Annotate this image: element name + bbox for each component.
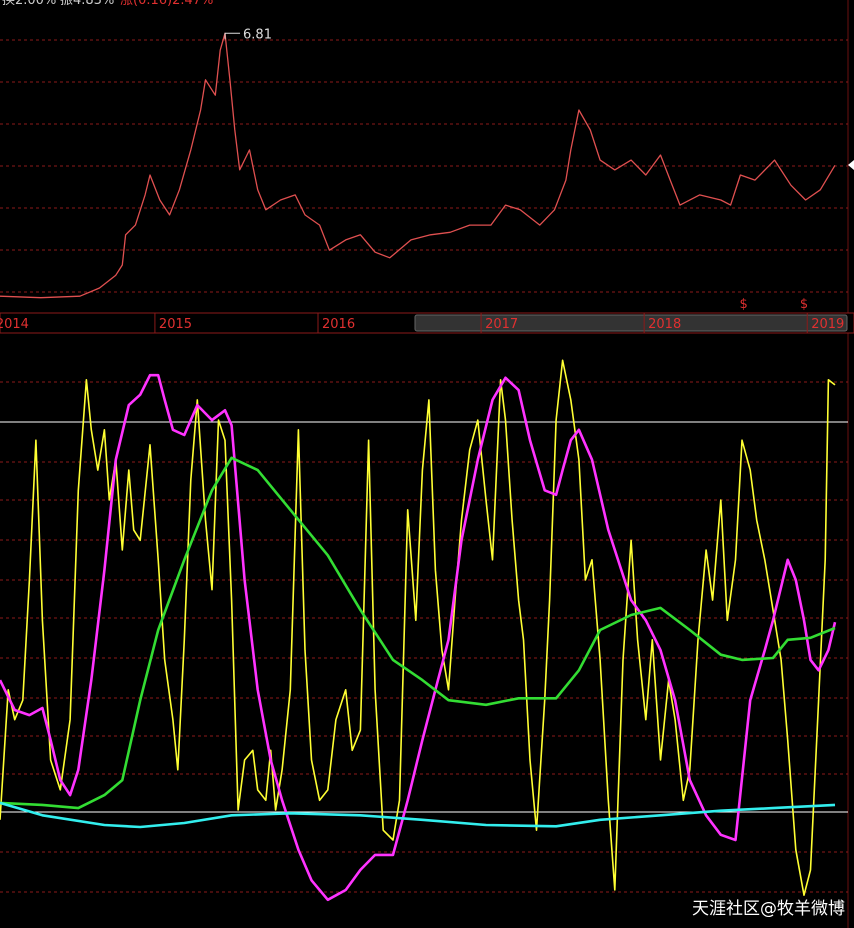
x-tick-label: 2015: [159, 317, 192, 332]
event-marker: $: [800, 297, 808, 312]
header-turnover: 换2.00%: [2, 0, 56, 8]
x-tick-label: 2014: [0, 317, 29, 332]
series-line: [0, 32, 836, 299]
series-line: [0, 456, 836, 810]
header-amplitude: 振4.83%: [60, 0, 114, 8]
annotation-label: 6.81: [243, 27, 272, 42]
annotation-leader: [224, 32, 241, 40]
series-line: [0, 373, 837, 902]
header-change: 涨(0.16)2.47%: [120, 0, 213, 8]
x-tick-label: 2016: [322, 317, 355, 332]
series-line: [0, 359, 836, 896]
x-tick-label: 2017: [485, 317, 518, 332]
x-tick-label: 2018: [648, 317, 681, 332]
event-marker: $: [739, 297, 747, 312]
watermark: 天涯社区@牧羊微博: [692, 899, 845, 919]
series-line: [0, 801, 836, 829]
price-pointer: [848, 160, 854, 170]
scroll-box[interactable]: [414, 314, 848, 332]
x-tick-label: 2019: [811, 317, 844, 332]
